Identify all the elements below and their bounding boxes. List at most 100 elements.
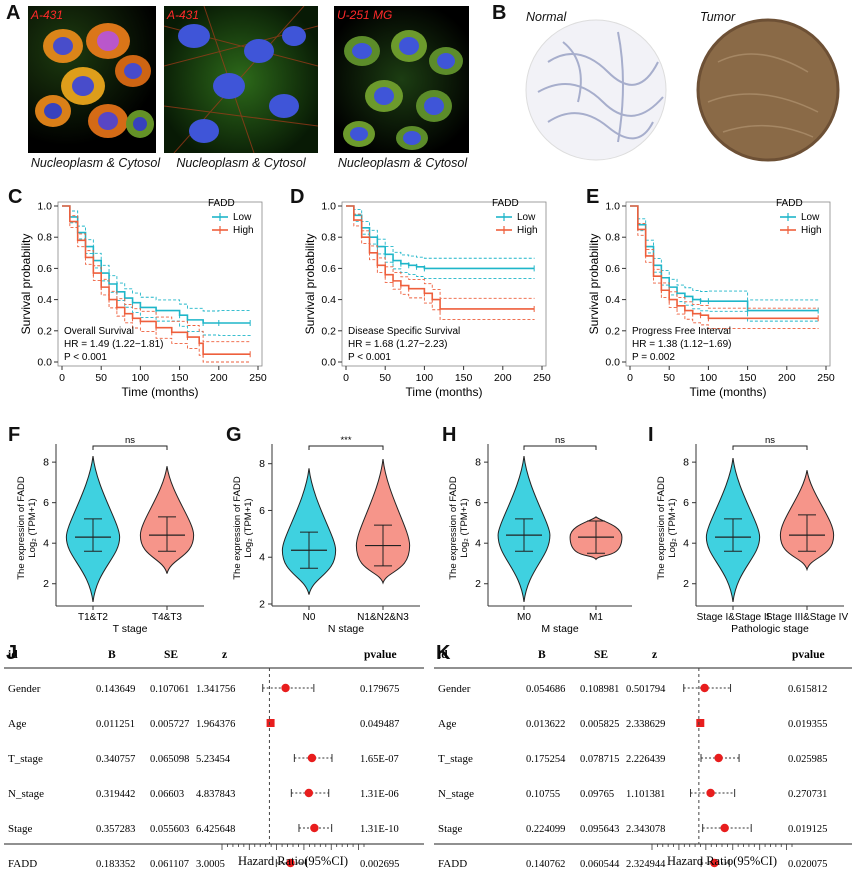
row-z: 6.425648: [196, 824, 235, 835]
km-chart-progress-free: 0 50 100 150 200 250 0.0 0.2 0.4 0.6 0.8 1.0 Time (m…: [587, 198, 835, 399]
y-axis-subtitle: Log₂ (TPM+1): [27, 498, 38, 557]
panel-label-h: H: [442, 424, 457, 446]
row-z: 1.964376: [196, 719, 235, 730]
row-se: 0.107061: [150, 684, 189, 695]
x-tick-label: 50: [95, 372, 107, 384]
row-id: Age: [438, 718, 456, 730]
x-axis-title: T stage: [113, 623, 148, 634]
legend-label-high: High: [233, 225, 254, 236]
x-tick-label: M0: [517, 612, 531, 623]
legend-label-low: Low: [233, 212, 252, 223]
x-axis-title: Time (months): [690, 385, 767, 399]
row-se: 0.061107: [150, 859, 189, 870]
violin-n-stage: 2 4 6 8 The expression of FADD Log₂ (TPM+1) N0…: [232, 435, 420, 634]
significance-label: ns: [765, 435, 775, 446]
ci-lower-low: [630, 205, 819, 322]
stats-annotation: HR = 1.68 (1.27−2.23): [348, 339, 448, 350]
y-tick-label: 8: [43, 457, 49, 469]
hr-point: [710, 858, 719, 868]
y-tick-label: 0.6: [605, 263, 620, 275]
header-pvalue: pvalue: [364, 649, 397, 661]
row-se: 0.06603: [150, 789, 184, 800]
y-tick-label: 4: [43, 538, 49, 550]
y-tick-label: 2: [683, 578, 689, 590]
hr-point: [307, 753, 317, 763]
x-tick-label: Stage I&Stage II: [697, 612, 770, 623]
cell-line-label: U-251 MG: [337, 8, 393, 22]
row-b: 0.143649: [96, 684, 135, 695]
header-id: id: [8, 649, 18, 661]
panel-label-d: D: [290, 186, 305, 208]
significance-bracket: [92, 445, 168, 450]
legend-label-high: High: [517, 225, 538, 236]
row-b: 0.319442: [96, 789, 135, 800]
row-id: Gender: [438, 683, 471, 695]
header-z: z: [652, 649, 657, 661]
y-tick-label: 0.8: [605, 232, 620, 244]
y-tick-label: 0.4: [605, 294, 620, 306]
row-id: Stage: [8, 823, 33, 835]
legend-label-low: Low: [801, 212, 820, 223]
x-tick-label: 0: [59, 372, 65, 384]
normal-tissue-core: [525, 19, 667, 161]
panel-label-j: J: [6, 642, 18, 664]
ci-lower-low: [62, 205, 251, 336]
row-z: 5.23454: [196, 754, 231, 765]
y-tick-label: 8: [683, 457, 689, 469]
significance-label: ***: [340, 435, 351, 446]
row-pvalue: 0.615812: [788, 684, 827, 695]
stats-annotation: HR = 1.49 (1.22−1.81): [64, 339, 164, 350]
x-tick-label: N0: [303, 612, 316, 623]
row-id: Stage: [438, 823, 463, 835]
significance-bracket: [732, 445, 808, 450]
hr-point: [700, 683, 709, 693]
y-axis-title: The expression of FADD: [16, 476, 27, 580]
image-caption: Nucleoplasm & Cytosol: [337, 156, 468, 170]
hr-point: [281, 683, 290, 693]
x-tick-label: 250: [817, 372, 835, 384]
x-tick-label: 0: [627, 372, 633, 384]
row-z: 2.226439: [626, 754, 665, 765]
row-pvalue: 0.019125: [788, 824, 827, 835]
row-id: Age: [8, 718, 26, 730]
image-caption: Nucleoplasm & Cytosol: [30, 156, 161, 170]
row-se: 0.005825: [580, 719, 619, 730]
row-b: 0.140762: [526, 859, 565, 870]
x-tick-label: N1&N2&N3: [357, 612, 409, 623]
y-axis-title: Survival probability: [587, 234, 601, 335]
row-z: 2.324944: [626, 859, 666, 870]
row-z: 2.338629: [626, 719, 665, 730]
stats-annotation: Progress Free Interval: [632, 326, 731, 337]
plot-frame: [341, 201, 547, 367]
hr-point: [696, 719, 705, 727]
violin-1: [355, 458, 411, 585]
x-tick-label: M1: [589, 612, 603, 623]
row-id: FADD: [8, 858, 37, 870]
x-axis-title: Pathologic stage: [731, 623, 809, 634]
row-b: 0.175254: [526, 754, 566, 765]
row-z: 2.343078: [626, 824, 665, 835]
hr-point: [706, 788, 715, 798]
panel-label-a: A: [6, 2, 21, 24]
y-tick-label: 1.0: [37, 201, 52, 213]
x-tick-label: 0: [343, 372, 349, 384]
legend-title: FADD: [208, 198, 235, 209]
row-z: 1.341756: [196, 684, 235, 695]
x-tick-label: Stage III&Stage IV: [766, 612, 849, 623]
x-tick-label: 200: [494, 372, 512, 384]
cell-line-label: A-431: [31, 8, 64, 22]
x-tick-label: 100: [132, 372, 150, 384]
row-b: 0.340757: [96, 754, 135, 765]
header-se: SE: [164, 649, 178, 661]
significance-label: ns: [555, 435, 565, 446]
y-axis-title: Survival probability: [19, 234, 33, 335]
y-tick-label: 4: [475, 538, 481, 550]
x-tick-label: 100: [700, 372, 718, 384]
x-tick-label: 100: [416, 372, 434, 384]
ci-upper-low: [62, 205, 251, 312]
legend-title: FADD: [492, 198, 519, 209]
normal-tissue-texture: [537, 31, 664, 143]
row-id: T_stage: [438, 753, 473, 765]
row-se: 0.095643: [580, 824, 619, 835]
significance-label: ns: [125, 435, 135, 446]
